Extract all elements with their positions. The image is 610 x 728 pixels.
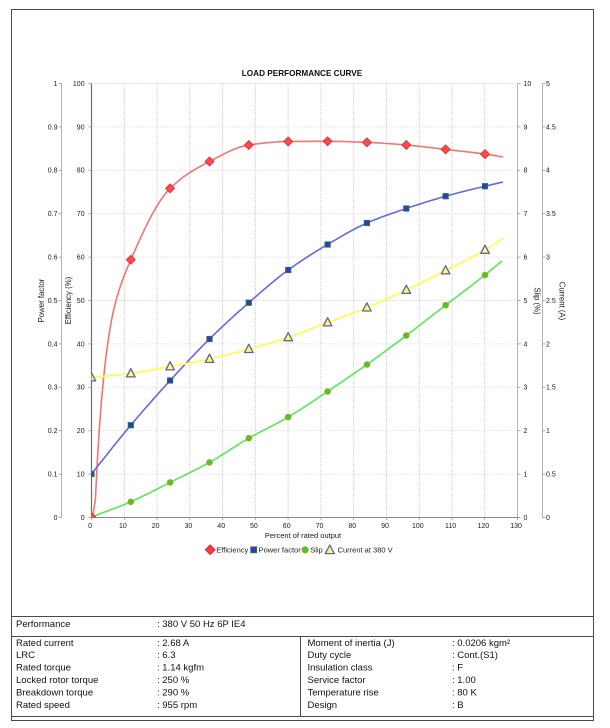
svg-text:: 955 rpm: : 955 rpm xyxy=(157,700,197,711)
svg-text:Breakdown torque: Breakdown torque xyxy=(16,688,93,699)
svg-text:Percent of rated output: Percent of rated output xyxy=(265,531,342,540)
svg-text:5: 5 xyxy=(524,298,528,305)
svg-text:: 380 V 50 Hz 6P IE4: : 380 V 50 Hz 6P IE4 xyxy=(157,619,246,630)
svg-text:8: 8 xyxy=(524,168,528,175)
svg-text:0.2: 0.2 xyxy=(48,428,58,435)
svg-text:Locked rotor torque: Locked rotor torque xyxy=(16,675,98,686)
svg-text:3: 3 xyxy=(524,385,528,392)
svg-text:0.6: 0.6 xyxy=(48,255,58,262)
svg-text:1: 1 xyxy=(546,428,550,435)
svg-text:70: 70 xyxy=(316,523,324,530)
svg-text:60: 60 xyxy=(283,523,291,530)
svg-text:: 1.00: : 1.00 xyxy=(452,675,476,686)
svg-text:30: 30 xyxy=(77,385,85,392)
svg-text:Service factor: Service factor xyxy=(308,675,366,686)
svg-text:7: 7 xyxy=(524,211,528,218)
svg-text:0.4: 0.4 xyxy=(48,341,58,348)
svg-text:: F: : F xyxy=(452,663,463,674)
svg-text:Efficiency: Efficiency xyxy=(216,545,248,554)
svg-text:30: 30 xyxy=(185,523,193,530)
svg-text:9: 9 xyxy=(524,124,528,131)
svg-text:60: 60 xyxy=(77,255,85,262)
svg-text:LRC: LRC xyxy=(16,650,35,661)
svg-text:40: 40 xyxy=(77,341,85,348)
svg-text:100: 100 xyxy=(412,523,424,530)
svg-text:70: 70 xyxy=(77,211,85,218)
svg-text:0.3: 0.3 xyxy=(48,385,58,392)
svg-text:0.9: 0.9 xyxy=(48,124,58,131)
svg-text:20: 20 xyxy=(152,523,160,530)
svg-text:110: 110 xyxy=(445,523,456,530)
svg-text:Performance: Performance xyxy=(16,619,70,630)
svg-text:0.1: 0.1 xyxy=(48,472,58,479)
svg-text:: 80 K: : 80 K xyxy=(452,688,477,699)
svg-text:20: 20 xyxy=(77,428,85,435)
svg-text:0.5: 0.5 xyxy=(546,472,556,479)
svg-text:5: 5 xyxy=(546,81,550,88)
svg-text:Power factor: Power factor xyxy=(259,545,302,554)
svg-text:2: 2 xyxy=(546,341,550,348)
svg-text:Duty cycle: Duty cycle xyxy=(308,650,352,661)
svg-text:10: 10 xyxy=(77,472,85,479)
svg-text:40: 40 xyxy=(217,523,225,530)
svg-text:LOAD PERFORMANCE CURVE: LOAD PERFORMANCE CURVE xyxy=(242,69,363,78)
svg-text:Rated current: Rated current xyxy=(16,638,74,649)
svg-text:Temperature rise: Temperature rise xyxy=(308,688,379,699)
svg-text:: 0.0206 kgm²: : 0.0206 kgm² xyxy=(452,638,510,649)
svg-text:Moment of inertia (J): Moment of inertia (J) xyxy=(308,638,395,649)
svg-text:0: 0 xyxy=(54,515,58,522)
svg-text:10: 10 xyxy=(524,81,532,88)
svg-text:: B: : B xyxy=(452,700,464,711)
svg-text:: 6.3: : 6.3 xyxy=(157,650,176,661)
svg-text:0.7: 0.7 xyxy=(48,211,58,218)
svg-text:120: 120 xyxy=(477,523,489,530)
svg-text:1: 1 xyxy=(54,81,58,88)
svg-text:: 250 %: : 250 % xyxy=(157,675,190,686)
svg-text:90: 90 xyxy=(381,523,389,530)
svg-text:Design: Design xyxy=(308,700,338,711)
svg-text:90: 90 xyxy=(77,124,85,131)
svg-text:: Cont.(S1): : Cont.(S1) xyxy=(452,650,498,661)
svg-text:4: 4 xyxy=(524,341,528,348)
svg-text:Current (A): Current (A) xyxy=(558,282,567,321)
svg-text:Rated torque: Rated torque xyxy=(16,663,71,674)
svg-text:Slip (%): Slip (%) xyxy=(533,287,542,315)
svg-text:50: 50 xyxy=(250,523,258,530)
svg-text:0.8: 0.8 xyxy=(48,168,58,175)
svg-text:50: 50 xyxy=(77,298,85,305)
svg-text:: 1.14 kgfm: : 1.14 kgfm xyxy=(157,663,204,674)
svg-text:0.5: 0.5 xyxy=(48,298,58,305)
svg-text:0: 0 xyxy=(546,515,550,522)
svg-text:2: 2 xyxy=(524,428,528,435)
svg-text:: 290 %: : 290 % xyxy=(157,688,190,699)
svg-text:1: 1 xyxy=(524,472,528,479)
svg-text:3.5: 3.5 xyxy=(546,211,556,218)
svg-text:0: 0 xyxy=(81,515,85,522)
svg-text:4.5: 4.5 xyxy=(546,124,556,131)
svg-text:Power factor: Power factor xyxy=(37,278,46,322)
svg-text:0: 0 xyxy=(524,515,528,522)
svg-text:10: 10 xyxy=(119,523,127,530)
svg-text:2.5: 2.5 xyxy=(546,298,556,305)
svg-text:Rated speed: Rated speed xyxy=(16,700,70,711)
svg-text:Insulation class: Insulation class xyxy=(308,663,373,674)
svg-text:3: 3 xyxy=(546,255,550,262)
svg-text:4: 4 xyxy=(546,168,550,175)
svg-text:100: 100 xyxy=(73,81,85,88)
svg-text:80: 80 xyxy=(77,168,85,175)
svg-text:6: 6 xyxy=(524,255,528,262)
svg-text:0: 0 xyxy=(88,523,92,530)
svg-text:130: 130 xyxy=(510,523,522,530)
svg-text:Current at 380 V: Current at 380 V xyxy=(338,545,393,554)
svg-text:: 2.68 A: : 2.68 A xyxy=(157,638,190,649)
svg-text:1.5: 1.5 xyxy=(546,385,556,392)
svg-text:80: 80 xyxy=(348,523,356,530)
svg-text:Slip: Slip xyxy=(310,545,323,554)
svg-text:Efficiency (%): Efficiency (%) xyxy=(64,276,73,324)
